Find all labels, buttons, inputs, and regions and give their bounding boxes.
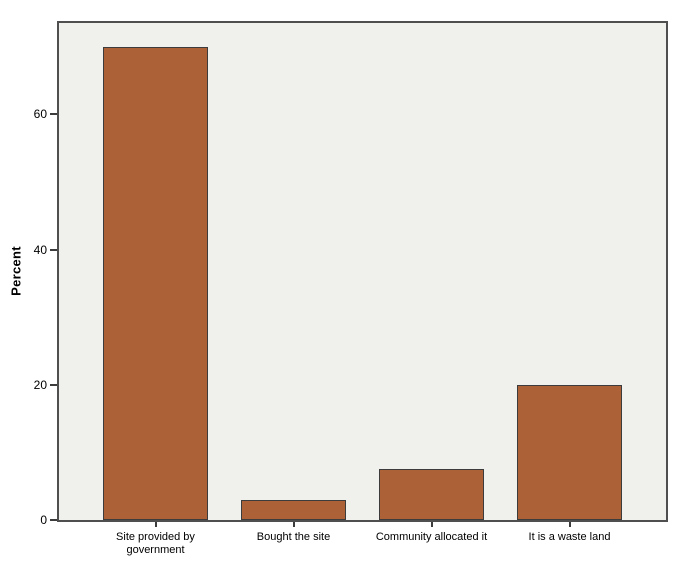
bar-bought-the-site [241,500,346,520]
x-tick [154,522,157,527]
x-tick [568,522,571,527]
bar-site-provided-by-government [103,47,208,520]
y-tick [50,519,57,521]
x-category-label-community-allocated-it: Community allocated it [375,531,488,543]
bar-community-allocated-it [379,469,484,520]
y-tick-label: 0 [40,513,47,527]
bar-it-is-a-waste-land [517,385,622,520]
x-tick [292,522,295,527]
x-category-label-site-provided-by-government: Site provided by government [116,531,195,556]
x-category-label-it-is-a-waste-land: It is a waste land [528,531,611,543]
y-tick [50,383,57,386]
y-tick-label: 60 [33,107,47,122]
x-category-label-bought-the-site: Bought the site [256,531,331,543]
y-tick-label: 20 [33,377,47,392]
y-tick-label: 40 [33,242,47,257]
plot-area [57,21,668,522]
x-tick [430,522,433,527]
y-tick [50,113,57,116]
y-tick [50,248,57,251]
